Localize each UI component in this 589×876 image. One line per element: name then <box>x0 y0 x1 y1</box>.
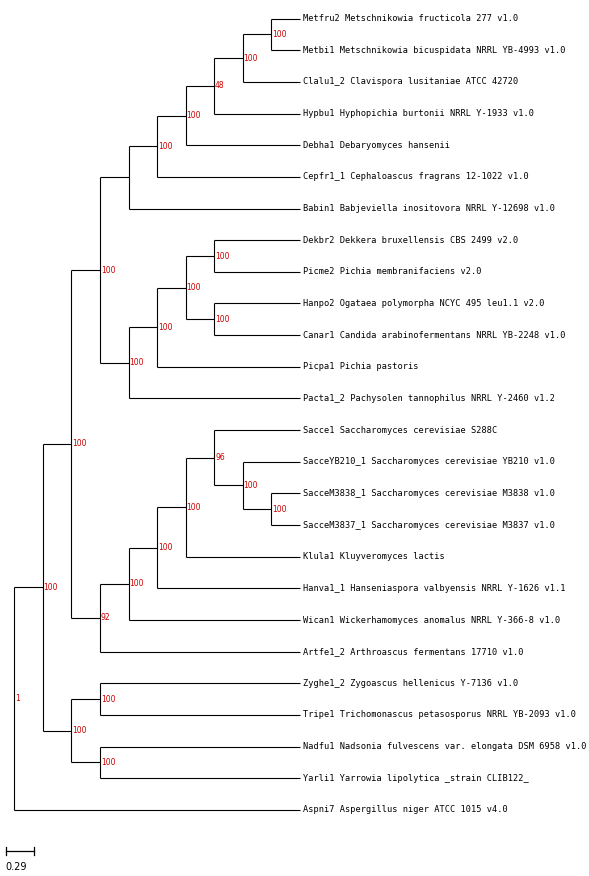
Text: 100: 100 <box>215 251 230 260</box>
Text: Artfe1_2 Arthroascus fermentans 17710 v1.0: Artfe1_2 Arthroascus fermentans 17710 v1… <box>303 647 524 656</box>
Text: SacceM3838_1 Saccharomyces cerevisiae M3838 v1.0: SacceM3838_1 Saccharomyces cerevisiae M3… <box>303 489 555 498</box>
Text: 100: 100 <box>101 265 115 274</box>
Text: Metbi1 Metschnikowia bicuspidata NRRL YB-4993 v1.0: Metbi1 Metschnikowia bicuspidata NRRL YB… <box>303 46 566 55</box>
Text: 100: 100 <box>215 314 230 324</box>
Text: Yarli1 Yarrowia lipolytica _strain CLIB122_: Yarli1 Yarrowia lipolytica _strain CLIB1… <box>303 774 529 783</box>
Text: 100: 100 <box>187 283 201 293</box>
Text: 100: 100 <box>272 30 287 39</box>
Text: 100: 100 <box>44 583 58 592</box>
Text: Tripe1 Trichomonascus petasosporus NRRL YB-2093 v1.0: Tripe1 Trichomonascus petasosporus NRRL … <box>303 710 577 719</box>
Text: 100: 100 <box>158 543 173 552</box>
Text: Dekbr2 Dekkera bruxellensis CBS 2499 v2.0: Dekbr2 Dekkera bruxellensis CBS 2499 v2.… <box>303 236 519 244</box>
Text: 100: 100 <box>244 53 258 63</box>
Text: 100: 100 <box>158 322 173 332</box>
Text: Aspni7 Aspergillus niger ATCC 1015 v4.0: Aspni7 Aspergillus niger ATCC 1015 v4.0 <box>303 805 508 815</box>
Text: Hanpo2 Ogataea polymorpha NCYC 495 leu1.1 v2.0: Hanpo2 Ogataea polymorpha NCYC 495 leu1.… <box>303 299 545 308</box>
Text: Debha1 Debaryomyces hansenii: Debha1 Debaryomyces hansenii <box>303 141 451 150</box>
Text: 100: 100 <box>72 440 87 449</box>
Text: Picpa1 Pichia pastoris: Picpa1 Pichia pastoris <box>303 363 419 371</box>
Text: 100: 100 <box>72 726 87 735</box>
Text: 100: 100 <box>244 481 258 490</box>
Text: Wican1 Wickerhamomyces anomalus NRRL Y-366-8 v1.0: Wican1 Wickerhamomyces anomalus NRRL Y-3… <box>303 616 561 625</box>
Text: Pacta1_2 Pachysolen tannophilus NRRL Y-2460 v1.2: Pacta1_2 Pachysolen tannophilus NRRL Y-2… <box>303 394 555 403</box>
Text: SacceYB210_1 Saccharomyces cerevisiae YB210 v1.0: SacceYB210_1 Saccharomyces cerevisiae YB… <box>303 457 555 466</box>
Text: 100: 100 <box>130 579 144 589</box>
Text: 100: 100 <box>101 695 115 703</box>
Text: 96: 96 <box>215 453 225 463</box>
Text: 100: 100 <box>187 503 201 512</box>
Text: Hypbu1 Hyphopichia burtonii NRRL Y-1933 v1.0: Hypbu1 Hyphopichia burtonii NRRL Y-1933 … <box>303 110 534 118</box>
Text: Nadfu1 Nadsonia fulvescens var. elongata DSM 6958 v1.0: Nadfu1 Nadsonia fulvescens var. elongata… <box>303 742 587 751</box>
Text: Metfru2 Metschnikowia fructicola 277 v1.0: Metfru2 Metschnikowia fructicola 277 v1.… <box>303 14 519 23</box>
Text: Cepfr1_1 Cephaloascus fragrans 12-1022 v1.0: Cepfr1_1 Cephaloascus fragrans 12-1022 v… <box>303 173 529 181</box>
Text: Babin1 Babjeviella inositovora NRRL Y-12698 v1.0: Babin1 Babjeviella inositovora NRRL Y-12… <box>303 204 555 213</box>
Text: 100: 100 <box>158 142 173 151</box>
Text: Hanva1_1 Hanseniaspora valbyensis NRRL Y-1626 v1.1: Hanva1_1 Hanseniaspora valbyensis NRRL Y… <box>303 584 566 593</box>
Text: Canar1 Candida arabinofermentans NRRL YB-2248 v1.0: Canar1 Candida arabinofermentans NRRL YB… <box>303 330 566 340</box>
Text: 92: 92 <box>101 613 110 622</box>
Text: 100: 100 <box>130 358 144 367</box>
Text: 0.29: 0.29 <box>6 862 27 872</box>
Text: 100: 100 <box>101 758 115 767</box>
Text: Zyghe1_2 Zygoascus hellenicus Y-7136 v1.0: Zyghe1_2 Zygoascus hellenicus Y-7136 v1.… <box>303 679 519 688</box>
Text: Sacce1 Saccharomyces cerevisiae S288C: Sacce1 Saccharomyces cerevisiae S288C <box>303 426 498 434</box>
Text: 48: 48 <box>215 81 225 90</box>
Text: Clalu1_2 Clavispora lusitaniae ATCC 42720: Clalu1_2 Clavispora lusitaniae ATCC 4272… <box>303 77 519 87</box>
Text: 1: 1 <box>15 694 20 703</box>
Text: 100: 100 <box>272 505 287 513</box>
Text: Picme2 Pichia membranifaciens v2.0: Picme2 Pichia membranifaciens v2.0 <box>303 267 482 276</box>
Text: Klula1 Kluyveromyces lactis: Klula1 Kluyveromyces lactis <box>303 552 445 562</box>
Text: SacceM3837_1 Saccharomyces cerevisiae M3837 v1.0: SacceM3837_1 Saccharomyces cerevisiae M3… <box>303 520 555 530</box>
Text: 100: 100 <box>187 111 201 120</box>
